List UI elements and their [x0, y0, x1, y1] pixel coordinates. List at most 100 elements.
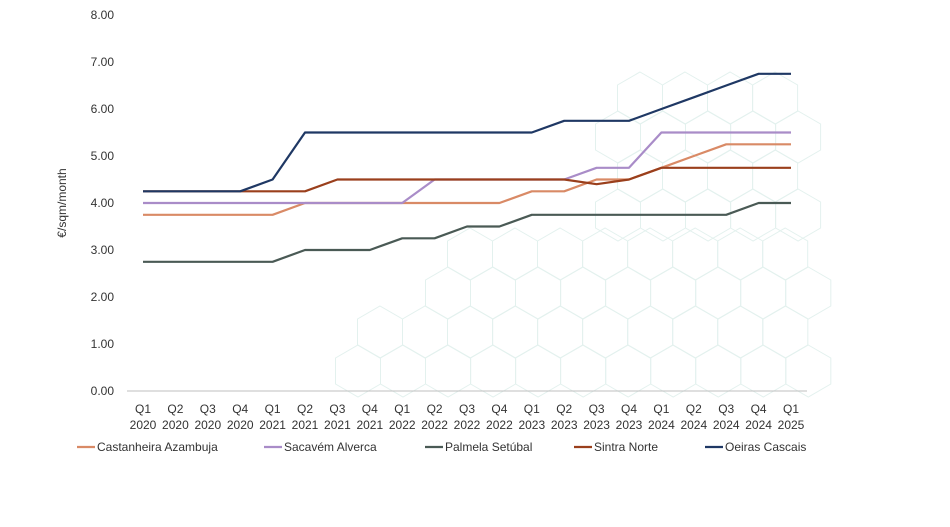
hexagon-shape	[707, 149, 754, 203]
x-tick-label-year: 2021	[324, 418, 351, 432]
hexagon-shape	[515, 266, 562, 320]
x-tick-label-quarter: Q1	[783, 402, 799, 416]
hexagon-shape	[785, 266, 832, 320]
legend-label: Palmela Setúbal	[445, 440, 532, 454]
x-tick-label-year: 2024	[713, 418, 740, 432]
series-lines	[143, 72, 791, 263]
y-tick-label: 4.00	[91, 196, 115, 210]
hexagon-shape	[775, 188, 822, 242]
x-tick-label-quarter: Q3	[589, 402, 605, 416]
y-tick-label: 7.00	[91, 55, 115, 69]
hexagon-shape	[537, 227, 584, 281]
x-tick-label-year: 2020	[227, 418, 254, 432]
hexagon-shape	[685, 110, 732, 164]
hexagon-shape	[707, 71, 754, 125]
x-tick-label-quarter: Q3	[329, 402, 345, 416]
hexagon-shape	[605, 344, 652, 398]
series-line-sintra-norte	[143, 166, 791, 193]
hexagon-shape	[740, 344, 787, 398]
x-tick-label-quarter: Q4	[491, 402, 507, 416]
hexagon-shape	[537, 305, 584, 359]
hexagon-shape	[425, 266, 471, 320]
x-tick-label-quarter: Q3	[200, 402, 216, 416]
x-tick-label-year: 2023	[583, 418, 610, 432]
hexagon-shape	[662, 71, 708, 125]
legend-label: Sintra Norte	[594, 440, 658, 454]
x-tick-label-quarter: Q4	[751, 402, 767, 416]
y-tick-label: 6.00	[91, 102, 115, 116]
x-tick-label-year: 2020	[162, 418, 189, 432]
x-tick-label-quarter: Q2	[427, 402, 443, 416]
y-axis-ticks: 0.00 1.00 2.00 3.00 4.00 5.00 6.00 7.00 8.00	[91, 8, 115, 398]
hexagon-shape	[402, 305, 448, 359]
hexagon-shape	[672, 227, 719, 281]
x-tick-label-quarter: Q4	[362, 402, 378, 416]
hexagon-shape	[717, 227, 764, 281]
y-tick-label: 3.00	[91, 243, 115, 257]
x-tick-label-year: 2022	[454, 418, 481, 432]
x-tick-label-year: 2024	[745, 418, 772, 432]
x-tick-label-quarter: Q1	[265, 402, 281, 416]
hexagon-shape	[730, 110, 777, 164]
hexagon-shape	[650, 344, 697, 398]
x-tick-label-year: 2023	[616, 418, 643, 432]
hexagon-shape	[752, 149, 799, 203]
y-tick-label: 2.00	[91, 290, 115, 304]
hexagon-shape	[470, 344, 517, 398]
hexagon-shape	[492, 305, 539, 359]
hexagon-shape	[470, 266, 516, 320]
x-tick-label-quarter: Q3	[718, 402, 734, 416]
x-tick-label-year: 2020	[130, 418, 157, 432]
y-axis-label: €/sqm/month	[55, 168, 69, 237]
x-tick-label-quarter: Q4	[621, 402, 637, 416]
hexagon-shape	[775, 110, 822, 164]
x-tick-label-quarter: Q1	[653, 402, 669, 416]
hexagon-shape	[447, 227, 493, 281]
x-tick-label-year: 2024	[648, 418, 675, 432]
series-line-palmela-set-bal	[143, 201, 791, 263]
legend-label: Sacavém Alverca	[284, 440, 377, 454]
hexagon-shape	[560, 344, 607, 398]
hexagon-shape	[582, 227, 629, 281]
hexagon-shape	[582, 305, 629, 359]
x-tick-label-year: 2023	[551, 418, 578, 432]
series-line-castanheira-azambuja	[143, 143, 791, 216]
hexagon-shape	[740, 266, 787, 320]
hexagon-shape	[785, 344, 832, 398]
hexagon-shape	[335, 344, 381, 398]
x-tick-label-year: 2021	[356, 418, 383, 432]
x-tick-label-year: 2022	[421, 418, 448, 432]
hexagon-shape	[627, 227, 674, 281]
legend-label: Castanheira Azambuja	[97, 440, 218, 454]
x-tick-label-quarter: Q1	[524, 402, 540, 416]
hexagon-shape	[447, 305, 494, 359]
hexagon-shape	[357, 305, 403, 359]
x-tick-label-quarter: Q3	[459, 402, 475, 416]
x-tick-label-quarter: Q4	[232, 402, 248, 416]
y-tick-label: 5.00	[91, 149, 115, 163]
x-tick-label-year: 2025	[778, 418, 805, 432]
hexagon-shape	[380, 344, 426, 398]
hexagon-shape	[627, 305, 674, 359]
hexagon-shape	[717, 305, 764, 359]
hexagon-shape	[492, 227, 538, 281]
hexagon-shape	[425, 344, 472, 398]
y-tick-label: 0.00	[91, 384, 115, 398]
hexagon-shape	[762, 227, 809, 281]
hexagon-shape	[762, 305, 809, 359]
x-tick-label-quarter: Q2	[686, 402, 702, 416]
x-tick-label-year: 2022	[486, 418, 513, 432]
x-tick-label-year: 2021	[259, 418, 286, 432]
hexagon-shape	[650, 266, 697, 320]
legend-label: Oeiras Cascais	[725, 440, 806, 454]
x-tick-label-quarter: Q2	[167, 402, 183, 416]
x-tick-label-quarter: Q2	[556, 402, 572, 416]
y-tick-label: 8.00	[91, 8, 115, 22]
hexagon-shape	[695, 344, 742, 398]
hexagon-shape	[560, 266, 607, 320]
hexagon-shape	[672, 305, 719, 359]
hexagon-shape	[662, 149, 708, 203]
y-tick-label: 1.00	[91, 337, 115, 351]
x-tick-label-year: 2020	[194, 418, 221, 432]
